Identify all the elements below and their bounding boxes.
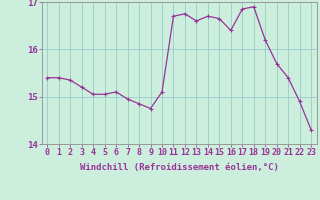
X-axis label: Windchill (Refroidissement éolien,°C): Windchill (Refroidissement éolien,°C): [80, 163, 279, 172]
